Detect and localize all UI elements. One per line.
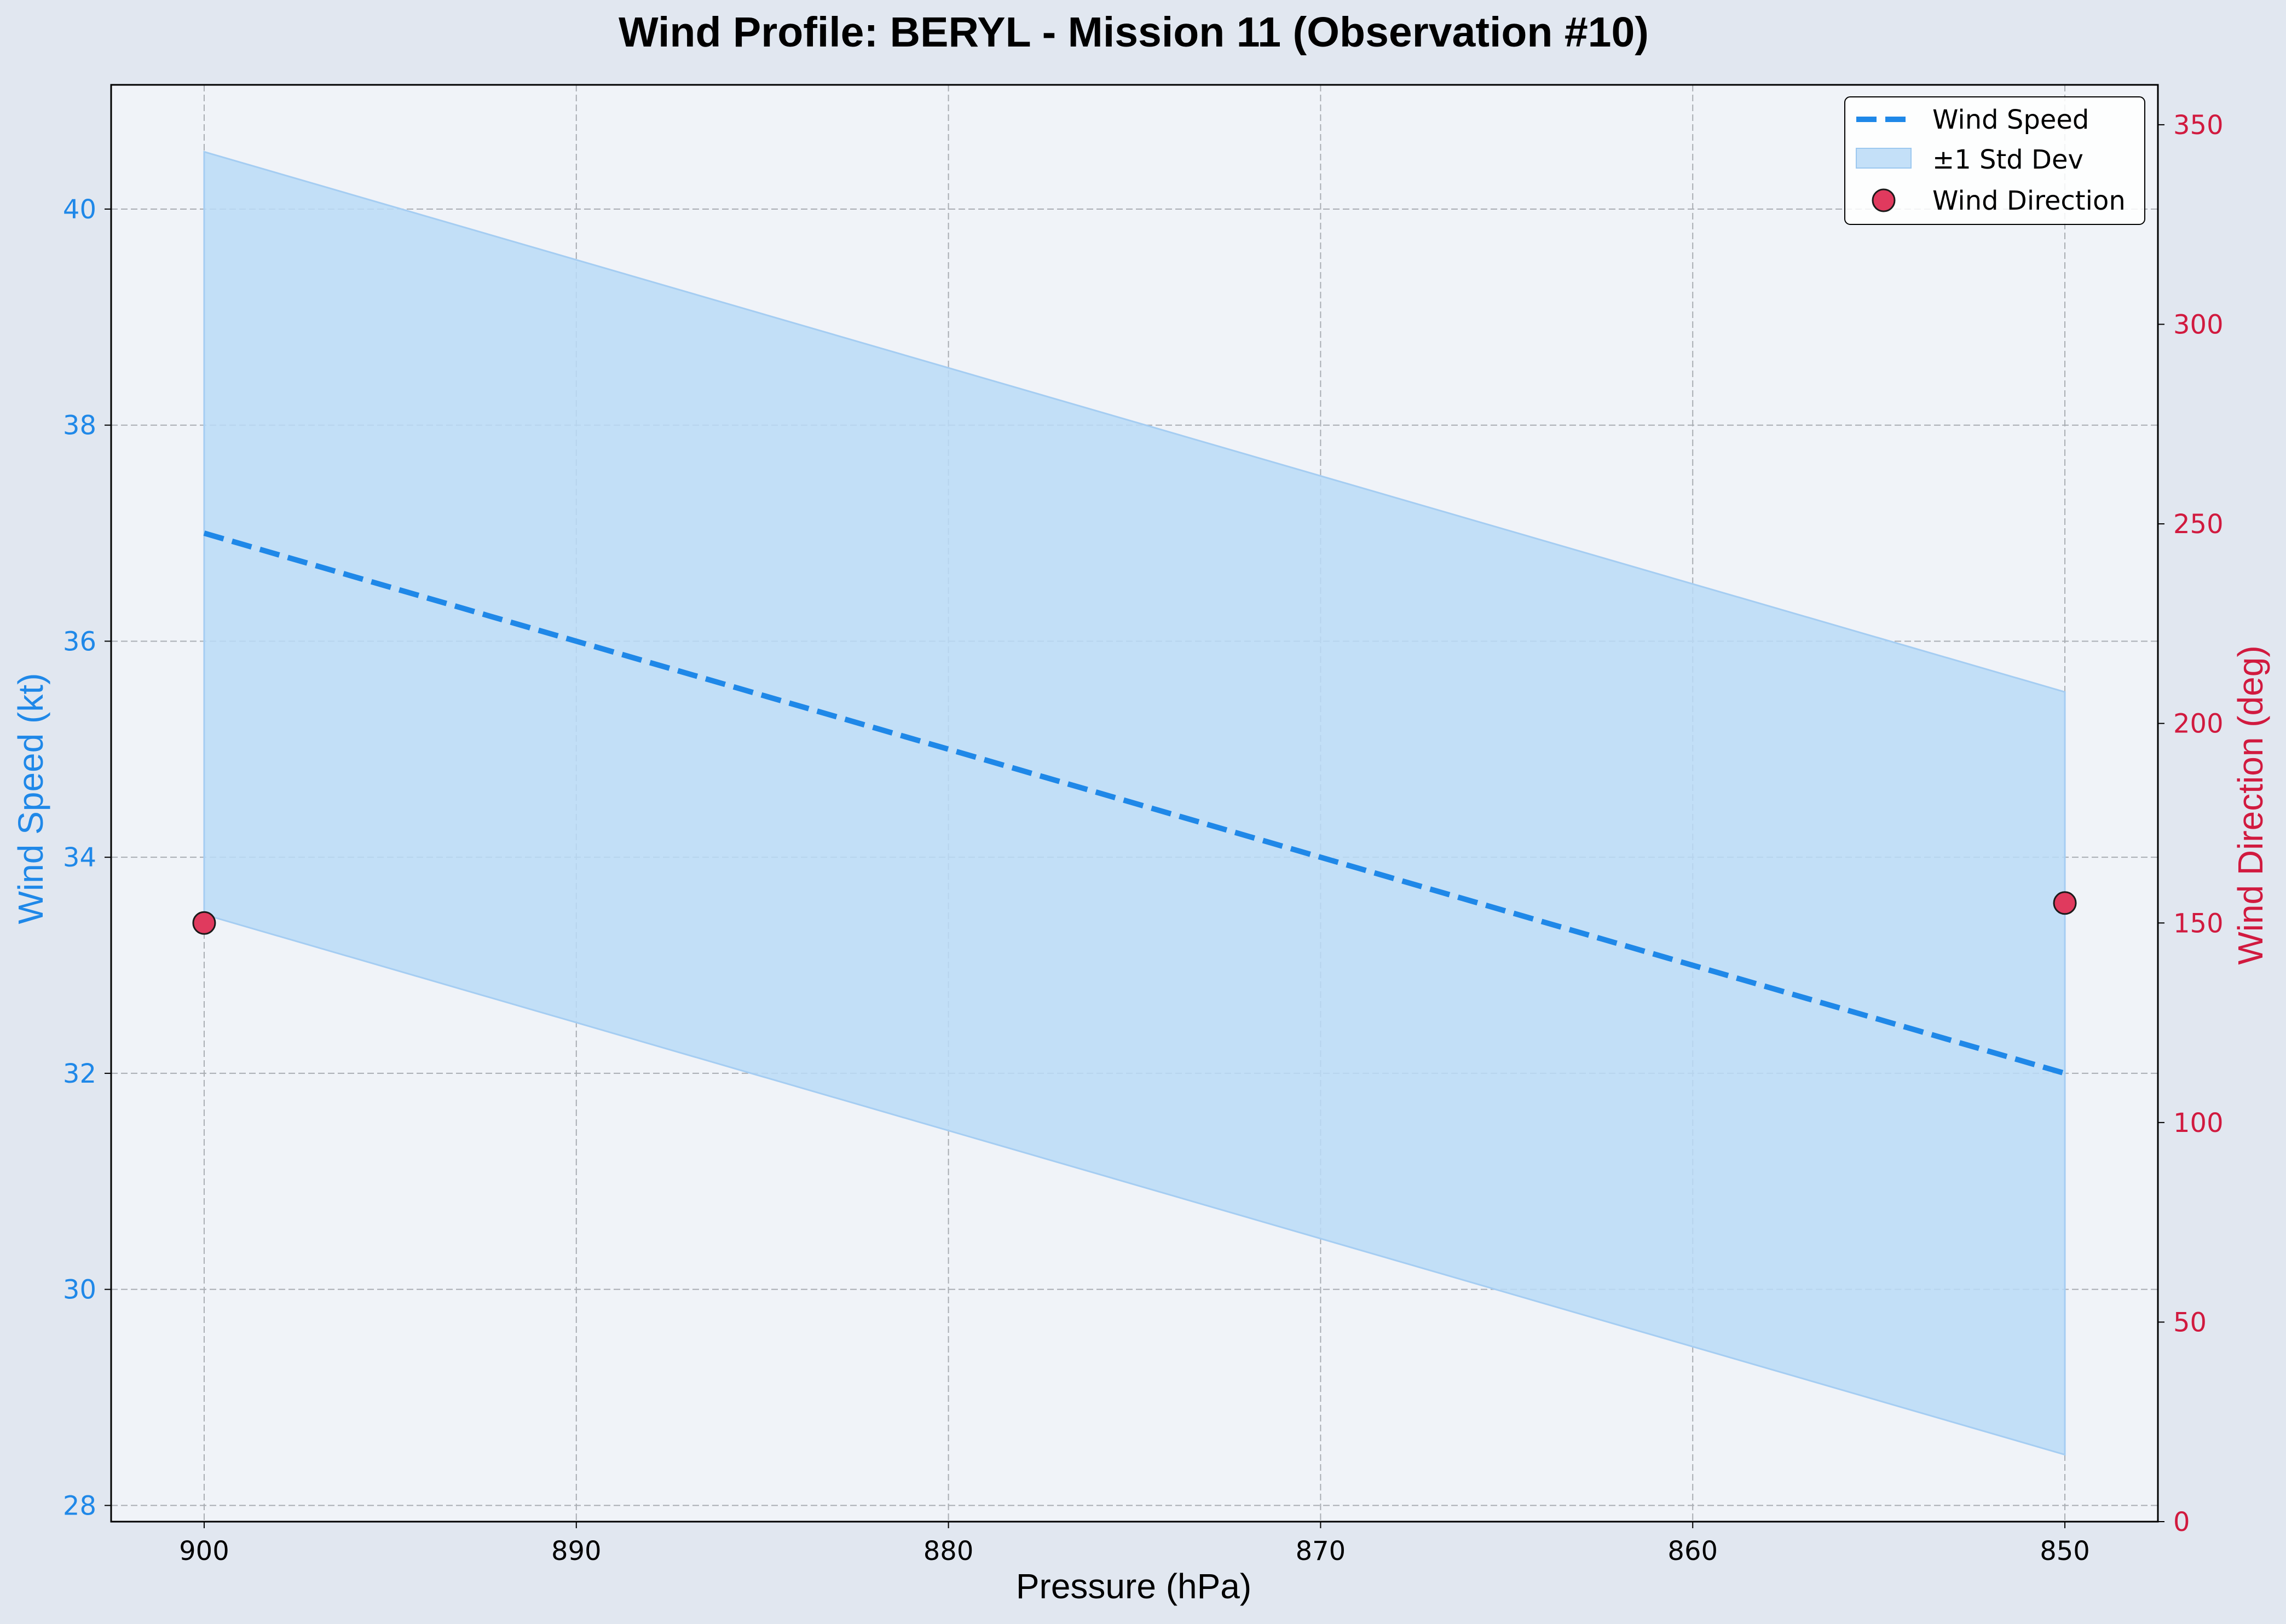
x-tick-label: 900 [179, 1536, 229, 1567]
y2-tick-label: 150 [2173, 908, 2224, 939]
x-tick-label: 850 [2040, 1536, 2090, 1567]
y-tick-label: 38 [63, 411, 96, 441]
y2-tick-label: 0 [2173, 1507, 2190, 1538]
wind-speed-line-layer [203, 530, 2066, 1076]
y-tick-label: 34 [63, 842, 96, 873]
y-tick-label: 40 [63, 194, 96, 225]
wind-speed-line [203, 530, 2066, 1076]
legend-wind-direction-label: Wind Direction [1932, 186, 2126, 216]
y-left-axis-label: Wind Speed (kt) [11, 673, 50, 924]
x-tick-label: 890 [551, 1536, 602, 1567]
y2-tick-label: 250 [2173, 509, 2224, 540]
y-tick-label: 36 [63, 626, 96, 657]
y2-tick-label: 300 [2173, 310, 2224, 340]
y2-tick-label: 50 [2173, 1307, 2207, 1338]
legend: Wind Speed ±1 Std Dev Wind Direction [1844, 96, 2145, 225]
wind-direction-points-layer [192, 891, 2077, 935]
plot-frame [110, 84, 2159, 1523]
legend-wind-speed-label: Wind Speed [1932, 105, 2089, 135]
x-tick-label: 860 [1667, 1536, 1718, 1567]
legend-std-dev-swatch [1856, 148, 1912, 169]
y2-tick-label: 200 [2173, 709, 2224, 739]
y2-tick-label: 350 [2173, 110, 2224, 141]
y-tick-label: 32 [63, 1059, 96, 1089]
x-axis-ticks: 900 890 880 870 860 850 [179, 1522, 2090, 1567]
legend-wind-direction-marker [1872, 188, 1896, 212]
x-tick-label: 870 [1296, 1536, 1346, 1567]
x-axis-label: Pressure (hPa) [1016, 1567, 1251, 1606]
y-right-axis-label: Wind Direction (deg) [2231, 645, 2270, 964]
chart-title: Wind Profile: BERYL - Mission 11 (Observ… [619, 9, 1649, 56]
wind-direction-point [2053, 891, 2077, 915]
y-right-axis-ticks: 0 50 100 150 200 250 300 350 [2158, 110, 2224, 1538]
legend-std-dev-label: ±1 Std Dev [1932, 145, 2083, 175]
y-tick-label: 30 [63, 1275, 96, 1305]
x-tick-label: 880 [923, 1536, 974, 1567]
legend-box [1844, 96, 2145, 225]
wind-direction-point [192, 911, 216, 935]
y-left-axis-ticks: 28 30 32 34 36 38 40 [63, 194, 111, 1521]
y2-tick-label: 100 [2173, 1108, 2224, 1138]
y-tick-label: 28 [63, 1490, 96, 1521]
